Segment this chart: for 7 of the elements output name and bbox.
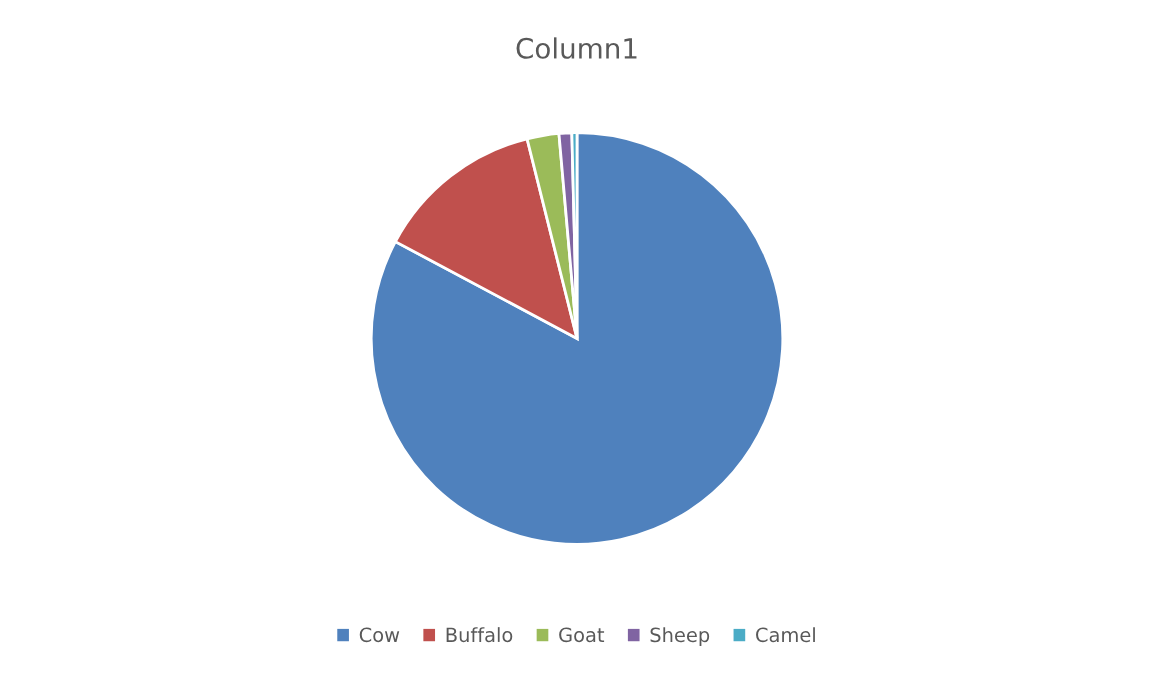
chart-title: Column1 [516, 37, 637, 59]
legend-label: Cow [359, 627, 400, 643]
legend-label: Buffalo [446, 627, 513, 643]
legend-label: Sheep [650, 627, 710, 646]
legend-label: Camel [756, 627, 815, 643]
pie-slice [369, 131, 785, 546]
legend-label: Goat [559, 627, 605, 643]
